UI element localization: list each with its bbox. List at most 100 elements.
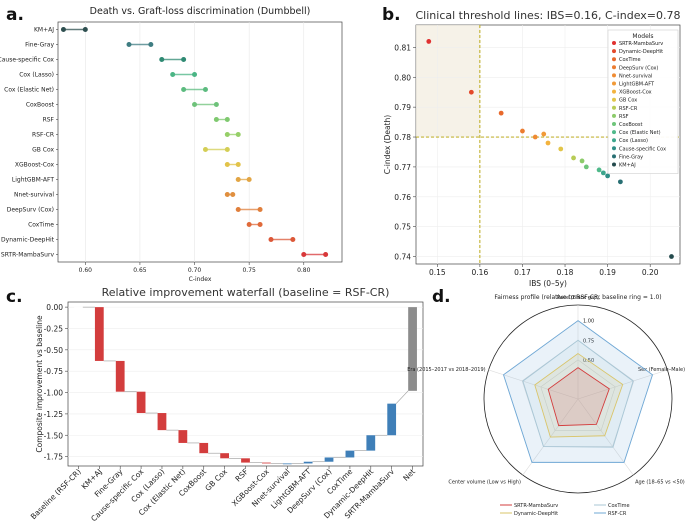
waterfall-bar xyxy=(324,457,334,462)
waterfall-bar xyxy=(282,463,292,465)
y-tick-label: Nnet-survival xyxy=(14,192,54,199)
radar-series-polygon xyxy=(547,367,610,427)
dumbbell-point-low xyxy=(202,147,208,152)
y-tick-label: RSF-CR xyxy=(32,132,54,139)
dumbbell-point-high xyxy=(181,57,187,62)
waterfall-bar xyxy=(345,450,355,458)
panel-letter-d: d. xyxy=(432,287,451,307)
dumbbell-point-high xyxy=(235,162,241,167)
waterfall-bar xyxy=(241,458,250,463)
plot-frame xyxy=(57,21,343,263)
scatter-point xyxy=(605,173,611,179)
radar-axis-label: Era (2015–2017 vs 2018–2019) xyxy=(407,367,485,373)
scatter-point xyxy=(596,167,602,173)
x-tick-label: 0.20 xyxy=(642,268,659,277)
legend-marker xyxy=(612,146,616,151)
x-axis-label: IBS (0–5y) xyxy=(529,279,567,288)
x-tick-label: 0.70 xyxy=(188,267,202,274)
dumbbell-point-high xyxy=(257,222,263,227)
scatter-point xyxy=(669,254,674,259)
y-tick-label: -1.25 xyxy=(44,410,64,419)
x-tick-label: Baseline (RSF-CR) xyxy=(29,467,83,521)
dumbbell-point-high xyxy=(224,117,230,122)
scatter-point xyxy=(545,140,551,146)
chart-title: Fairness profile (relative to RSF-CR; ba… xyxy=(494,294,661,301)
radar-axis-label: Center volume (Low vs High) xyxy=(448,480,521,486)
waterfall-bar xyxy=(74,307,83,308)
y-tick-label: Fine-Gray xyxy=(25,42,54,49)
legend-marker xyxy=(612,57,616,62)
legend-marker xyxy=(612,162,616,167)
dumbbell-point-low xyxy=(224,192,230,197)
y-tick-label: CoxTime xyxy=(28,222,54,229)
legend-marker xyxy=(612,97,616,102)
y-tick-label: -1.50 xyxy=(44,431,64,440)
y-tick-label: SRTR-MambaSurv xyxy=(1,252,55,259)
x-tick-label: GB Cox xyxy=(203,467,229,493)
radar-axis-label: Age (18–65 vs <50) xyxy=(635,480,685,486)
x-tick-label: 0.80 xyxy=(297,267,311,274)
y-tick-label: 0.79 xyxy=(394,103,411,112)
legend-label: SRTR-MambaSurv xyxy=(514,503,558,509)
dumbbell-chart: Death vs. Graft-loss discrimination (Dum… xyxy=(0,6,343,283)
legend-marker xyxy=(612,154,616,159)
y-tick-label: -0.50 xyxy=(44,346,64,355)
legend-label: CoxTime xyxy=(608,503,630,509)
waterfall-bar xyxy=(178,430,188,443)
dumbbell-point-low xyxy=(246,222,252,227)
dumbbell-point-high xyxy=(323,252,329,257)
y-tick-label: 0.76 xyxy=(394,193,411,202)
radar-series-polygon xyxy=(522,339,634,448)
legend-marker xyxy=(612,73,616,78)
legend-label: GB Cox xyxy=(619,98,637,104)
panel-letter-a: a. xyxy=(6,5,24,25)
radar-series-polygon xyxy=(502,320,654,463)
waterfall-bar xyxy=(220,453,230,459)
dumbbell-point-high xyxy=(235,132,241,137)
x-tick-label: 0.17 xyxy=(514,268,531,277)
legend-label: KM+AJ xyxy=(619,163,636,169)
y-tick-label: 0.75 xyxy=(394,223,411,232)
y-tick-label: XGBoost-Cox xyxy=(15,162,55,169)
waterfall-bar xyxy=(303,461,313,464)
waterfall-connector xyxy=(395,390,409,404)
scatter-point xyxy=(520,128,525,134)
radar-axis-label: Race (Black gap) xyxy=(557,295,599,301)
scatter-point xyxy=(468,89,474,95)
dumbbell-point-high xyxy=(230,192,236,197)
dumbbell-point-low xyxy=(126,42,132,47)
y-tick-label: 0.74 xyxy=(394,253,411,262)
dumbbell-point-low xyxy=(181,87,187,92)
y-axis-label: C-index (Death) xyxy=(383,115,392,174)
radar-axis-label: Sex (Female–Male) xyxy=(638,367,685,373)
legend-marker xyxy=(612,130,616,135)
scatter-point xyxy=(571,155,576,161)
scatter-point xyxy=(600,170,606,176)
scatter-point xyxy=(498,110,504,116)
y-tick-label: -0.25 xyxy=(44,324,64,333)
scatter-point xyxy=(583,164,589,170)
chart-title: Death vs. Graft-loss discrimination (Dum… xyxy=(90,6,311,17)
legend-label: Nnet-survival xyxy=(619,73,652,79)
scatter-point xyxy=(617,179,623,185)
legend-label: Cox (Lasso) xyxy=(619,138,648,144)
legend-label: RSF-CR xyxy=(619,106,638,112)
dumbbell-point-high xyxy=(290,237,296,242)
x-tick-label: 0.65 xyxy=(133,267,147,274)
dumbbell-point-low xyxy=(224,162,230,167)
y-tick-label: -0.75 xyxy=(44,367,64,376)
y-tick-label: -1.75 xyxy=(44,453,64,462)
x-tick-label: 0.16 xyxy=(472,268,489,277)
legend-label: LightGBM-AFT xyxy=(619,82,655,88)
legend-label: CoxBoost xyxy=(619,122,643,128)
x-tick-label: 0.60 xyxy=(79,267,93,274)
legend-marker xyxy=(612,138,616,143)
x-tick-label: 0.15 xyxy=(429,268,446,277)
chart-title: Relative improvement waterfall (baseline… xyxy=(102,286,390,299)
legend-label: XGBoost-Cox xyxy=(619,90,652,96)
legend-label: Dynamic-DeepHit xyxy=(514,511,558,517)
dumbbell-point-high xyxy=(246,177,252,182)
waterfall-bar xyxy=(136,391,146,414)
y-tick-label: 0.00 xyxy=(46,303,63,312)
